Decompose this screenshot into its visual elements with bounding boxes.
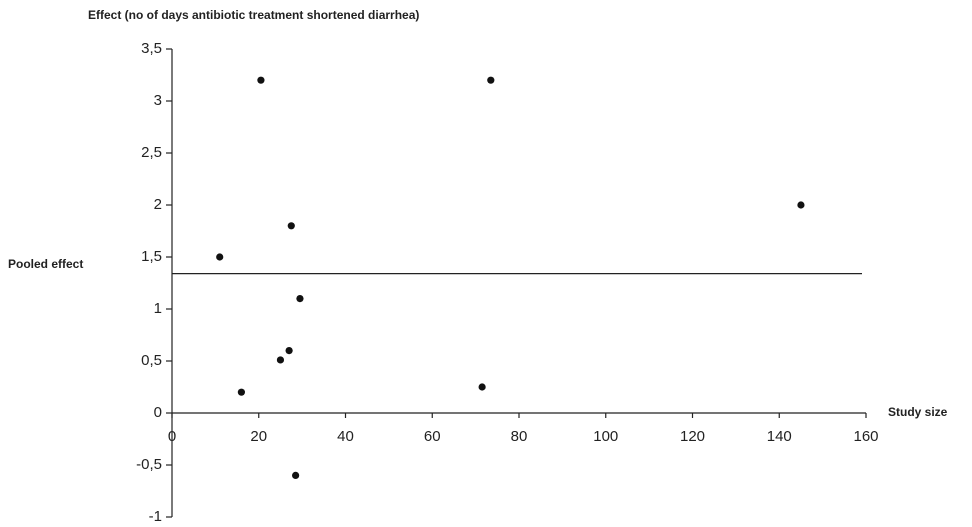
y-tick-label: 1 bbox=[154, 300, 162, 317]
point bbox=[797, 201, 805, 209]
x-tick-label: 20 bbox=[250, 428, 267, 445]
point bbox=[285, 347, 293, 355]
x-tick-label: 0 bbox=[168, 428, 176, 445]
x-tick-label: 120 bbox=[680, 428, 705, 445]
x-axis-label: Study size bbox=[888, 405, 948, 419]
point bbox=[276, 356, 285, 364]
point bbox=[487, 76, 495, 84]
y-tick-label: 2,5 bbox=[141, 144, 162, 161]
reference-label: Pooled effect bbox=[8, 257, 83, 271]
y-tick-label: 3 bbox=[154, 92, 162, 109]
x-tick-label: 160 bbox=[853, 428, 878, 445]
y-tick-label: 0 bbox=[154, 404, 162, 421]
x-tick-label: 100 bbox=[593, 428, 618, 445]
point bbox=[237, 388, 245, 396]
x-tick-label: 40 bbox=[337, 428, 354, 445]
x-tick-label: 60 bbox=[424, 428, 441, 445]
y-tick-label: 3,5 bbox=[141, 40, 162, 57]
point bbox=[296, 295, 304, 303]
point bbox=[257, 76, 265, 84]
point bbox=[287, 222, 295, 230]
chart-title: Effect (no of days antibiotic treatment … bbox=[88, 8, 419, 22]
y-tick-label: -1 bbox=[149, 508, 162, 525]
x-tick-label: 80 bbox=[511, 428, 528, 445]
point bbox=[478, 383, 486, 391]
y-tick-label: 0,5 bbox=[141, 352, 162, 369]
point bbox=[292, 471, 300, 479]
point bbox=[216, 253, 224, 261]
y-tick-label: 1,5 bbox=[141, 248, 162, 265]
y-tick-label: 2 bbox=[154, 196, 162, 213]
x-tick-label: 140 bbox=[767, 428, 792, 445]
y-tick-label: -0,5 bbox=[136, 456, 162, 473]
